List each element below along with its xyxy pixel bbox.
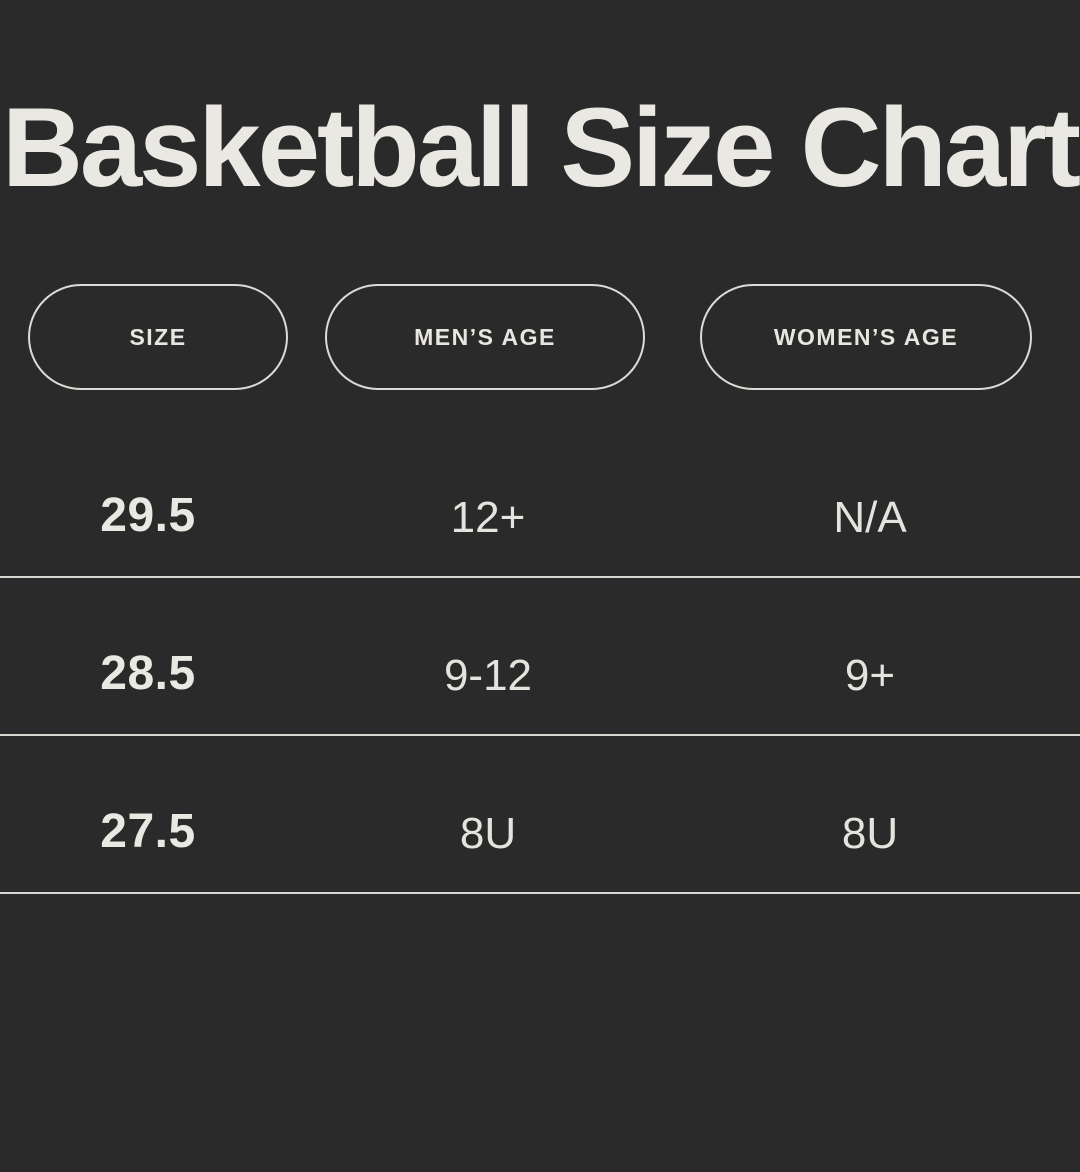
column-header-mens-age-label: MEN’S AGE bbox=[414, 323, 556, 350]
size-value: 28.5 bbox=[100, 647, 196, 700]
size-value: 29.5 bbox=[100, 489, 196, 542]
womens-age-value: N/A bbox=[833, 493, 907, 542]
page-title: Basketball Size Chart bbox=[1, 85, 1080, 210]
womens-age-value: 9+ bbox=[844, 651, 896, 700]
table-row: 28.5 9-12 9+ bbox=[0, 578, 1080, 736]
column-header-womens-age-label: WOMEN’S AGE bbox=[773, 323, 959, 350]
table-header: SIZE MEN’S AGE WOMEN’S AGE bbox=[0, 284, 1080, 390]
mens-age-value: 12+ bbox=[450, 493, 526, 542]
mens-age-value: 8U bbox=[459, 809, 517, 858]
column-header-size-label: SIZE bbox=[129, 323, 187, 350]
column-header-womens-age: WOMEN’S AGE bbox=[700, 284, 1032, 390]
womens-age-value: 8U bbox=[841, 809, 899, 858]
mens-age-value: 9-12 bbox=[443, 651, 533, 700]
size-chart-table: 29.5 12+ N/A 28.5 9-12 9+ 27.5 8U 8U bbox=[0, 420, 1080, 894]
column-header-mens-age: MEN’S AGE bbox=[325, 284, 645, 390]
table-row: 29.5 12+ N/A bbox=[0, 420, 1080, 578]
column-header-size: SIZE bbox=[28, 284, 288, 390]
size-value: 27.5 bbox=[100, 805, 196, 858]
table-row: 27.5 8U 8U bbox=[0, 736, 1080, 894]
